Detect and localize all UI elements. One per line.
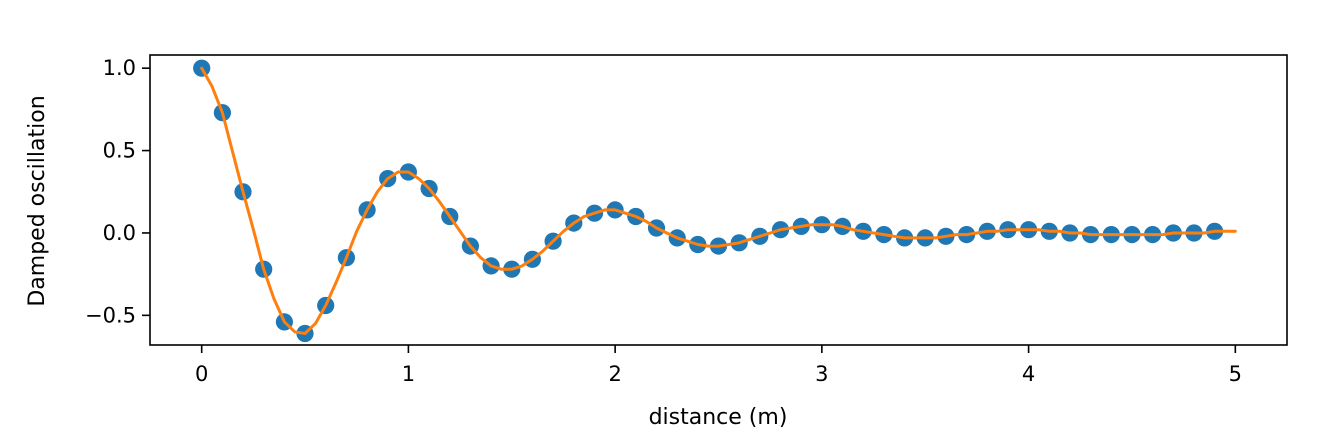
axes: 0 1 2 3 4 5 −0.5 0.0 0.5 1.0	[85, 54, 1288, 386]
x-tick-label: 0	[195, 362, 208, 386]
x-tick-label: 3	[815, 362, 828, 386]
x-tick-label: 1	[402, 362, 415, 386]
axes-frame	[149, 54, 1288, 346]
x-tick-label: 2	[608, 362, 621, 386]
y-tick-label: 0.0	[103, 221, 136, 245]
x-axis-title: distance (m)	[649, 405, 788, 430]
plot-area	[193, 59, 1237, 343]
x-tick-label: 4	[1022, 362, 1035, 386]
y-tick-label: 0.5	[103, 139, 136, 163]
y-tick-label: −0.5	[85, 303, 136, 327]
y-axis-title: Damped oscillation	[25, 95, 50, 306]
y-tick-label: 1.0	[103, 56, 136, 80]
fit-line	[200, 66, 1237, 335]
x-tick-label: 5	[1229, 362, 1242, 386]
